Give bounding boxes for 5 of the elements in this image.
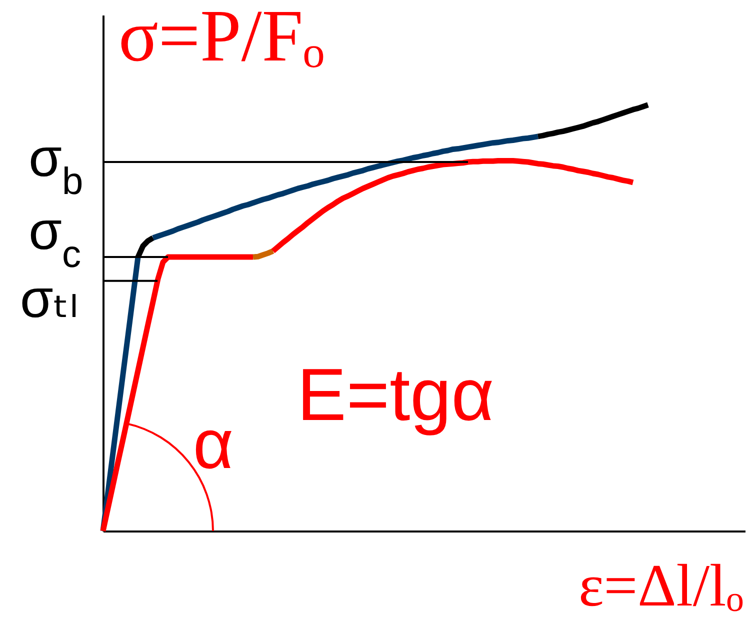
y-axis-title: σ=P/Fₒ (118, 0, 324, 78)
x-axis-title: ε=Δl/lₒ (578, 552, 744, 618)
annotation: α (193, 405, 234, 483)
annotation: E=tgα (297, 353, 494, 436)
ref-line-label: σₜₗ (20, 268, 78, 329)
